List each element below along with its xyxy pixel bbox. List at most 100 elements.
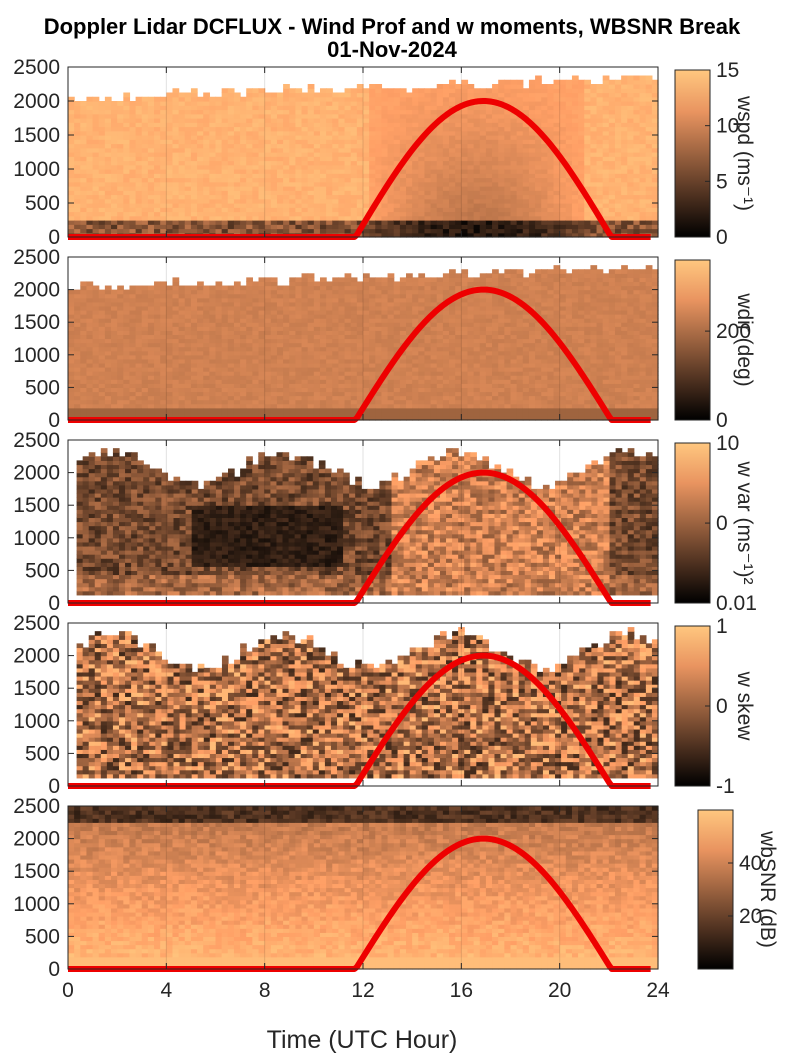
heatmap-cell bbox=[399, 220, 407, 225]
heatmap-cell bbox=[74, 139, 81, 145]
heatmap-cell bbox=[633, 224, 641, 230]
heatmap-cell bbox=[117, 211, 124, 217]
heatmap-cell bbox=[399, 118, 407, 123]
heatmap-cell bbox=[350, 387, 358, 393]
heatmap-cell bbox=[498, 130, 505, 136]
heatmap-cell bbox=[178, 177, 186, 183]
heatmap-cell bbox=[418, 118, 426, 123]
heatmap-cell bbox=[203, 338, 210, 344]
heatmap-cell bbox=[338, 211, 346, 217]
heatmap-cell bbox=[178, 371, 186, 376]
heatmap-cell bbox=[117, 322, 124, 327]
heatmap-cell bbox=[565, 118, 573, 123]
heatmap-cell bbox=[166, 407, 174, 413]
heatmap-cell bbox=[190, 207, 198, 213]
heatmap-cell bbox=[639, 169, 647, 174]
heatmap-cell bbox=[424, 88, 432, 94]
heatmap-cell bbox=[492, 198, 499, 204]
heatmap-cell bbox=[184, 118, 192, 123]
heatmap-cell bbox=[264, 147, 272, 153]
heatmap-cell bbox=[154, 190, 161, 196]
heatmap-cell bbox=[406, 194, 413, 200]
heatmap-cell bbox=[627, 143, 635, 149]
heatmap-cell bbox=[565, 186, 573, 191]
heatmap-cell bbox=[135, 118, 143, 123]
heatmap-cell bbox=[350, 113, 358, 119]
heatmap-cell bbox=[645, 215, 653, 221]
heatmap-cell bbox=[449, 118, 456, 123]
heatmap-cell bbox=[492, 147, 499, 153]
heatmap-cell bbox=[215, 371, 223, 376]
heatmap-cell bbox=[172, 305, 180, 311]
heatmap-cell bbox=[449, 186, 456, 191]
heatmap-cell bbox=[184, 211, 192, 217]
heatmap-cell bbox=[104, 318, 112, 323]
heatmap-cell bbox=[215, 147, 223, 153]
heatmap-cell bbox=[621, 190, 628, 196]
heatmap-cell bbox=[473, 220, 481, 225]
heatmap-cell bbox=[565, 101, 573, 106]
heatmap-cell bbox=[276, 126, 284, 132]
heatmap-cell bbox=[178, 203, 186, 208]
heatmap-cell bbox=[129, 375, 137, 380]
heatmap-cell bbox=[197, 309, 204, 315]
heatmap-cell bbox=[326, 354, 333, 360]
heatmap-cell bbox=[117, 371, 124, 376]
heatmap-cell bbox=[283, 371, 290, 376]
heatmap-cell bbox=[104, 181, 112, 187]
heatmap-cell bbox=[258, 190, 266, 196]
heatmap-cell bbox=[276, 395, 284, 401]
heatmap-cell bbox=[178, 326, 186, 331]
heatmap-cell bbox=[621, 84, 628, 89]
heatmap-cell bbox=[295, 88, 303, 94]
heatmap-cell bbox=[528, 130, 536, 136]
heatmap-cell bbox=[111, 152, 118, 157]
heatmap-cell bbox=[74, 399, 81, 405]
heatmap-cell bbox=[209, 293, 217, 299]
heatmap-cell bbox=[197, 411, 204, 417]
heatmap-cell bbox=[117, 156, 124, 162]
heatmap-cell bbox=[86, 101, 94, 106]
heatmap-cell bbox=[190, 326, 198, 331]
heatmap-cell bbox=[602, 88, 610, 94]
heatmap-cell bbox=[86, 130, 94, 136]
heatmap-cell bbox=[449, 173, 456, 179]
heatmap-cell bbox=[252, 293, 260, 299]
heatmap-cell bbox=[117, 147, 124, 153]
heatmap-cell bbox=[154, 342, 161, 348]
heatmap-cell bbox=[209, 326, 217, 331]
heatmap-cell bbox=[393, 118, 401, 123]
heatmap-cell bbox=[147, 203, 155, 208]
heatmap-cell bbox=[319, 297, 327, 303]
heatmap-cell bbox=[332, 92, 340, 98]
heatmap-cell bbox=[455, 92, 462, 98]
heatmap-cell bbox=[418, 211, 426, 217]
heatmap-cell bbox=[485, 126, 493, 132]
heatmap-cell bbox=[553, 126, 561, 132]
heatmap-cell bbox=[313, 301, 321, 307]
heatmap-cell bbox=[516, 122, 524, 128]
heatmap-cell bbox=[584, 143, 591, 149]
heatmap-cell bbox=[111, 322, 118, 327]
heatmap-cell bbox=[559, 190, 567, 196]
heatmap-cell bbox=[160, 160, 167, 166]
heatmap-cell bbox=[639, 156, 647, 162]
heatmap-cell bbox=[117, 330, 124, 336]
heatmap-cell bbox=[614, 147, 622, 153]
heatmap-cell bbox=[147, 350, 155, 356]
heatmap-cell bbox=[68, 194, 75, 200]
heatmap-cell bbox=[369, 194, 376, 200]
heatmap-cell bbox=[283, 379, 290, 384]
heatmap-cell bbox=[313, 143, 321, 149]
heatmap-cell bbox=[307, 156, 315, 162]
heatmap-cell bbox=[608, 228, 616, 234]
heatmap-cell bbox=[227, 92, 235, 98]
heatmap-cell bbox=[639, 224, 647, 230]
heatmap-cell bbox=[449, 101, 456, 106]
heatmap-cell bbox=[504, 101, 512, 106]
heatmap-cell bbox=[492, 113, 499, 119]
heatmap-cell bbox=[117, 318, 124, 323]
heatmap-cell bbox=[172, 330, 180, 336]
heatmap-cell bbox=[233, 139, 241, 145]
heatmap-cell bbox=[356, 190, 364, 196]
